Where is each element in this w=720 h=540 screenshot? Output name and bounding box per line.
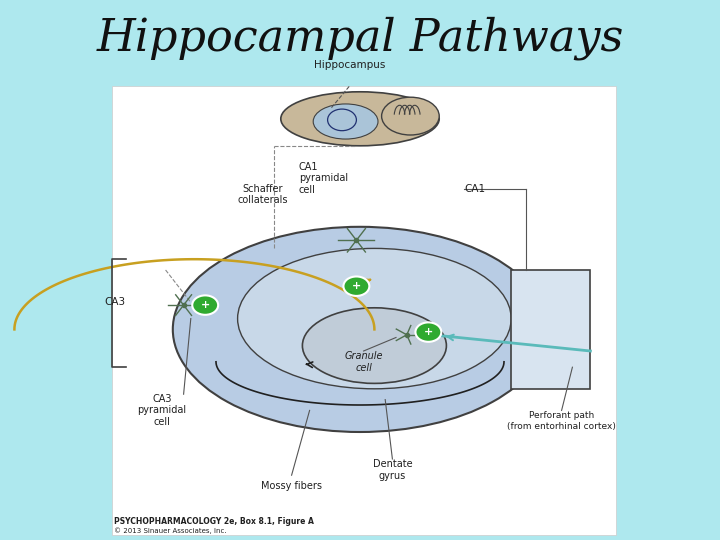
Text: +: + — [352, 281, 361, 291]
Text: © 2013 Sinauer Associates, Inc.: © 2013 Sinauer Associates, Inc. — [114, 527, 226, 534]
Circle shape — [343, 276, 369, 296]
Text: CA3
pyramidal
cell: CA3 pyramidal cell — [138, 394, 186, 427]
FancyBboxPatch shape — [112, 86, 616, 535]
Text: Granule
cell: Granule cell — [344, 351, 383, 373]
Circle shape — [415, 322, 441, 342]
Ellipse shape — [313, 104, 378, 139]
Circle shape — [192, 295, 218, 315]
Text: Dentate
gyrus: Dentate gyrus — [372, 459, 413, 481]
Ellipse shape — [173, 227, 547, 432]
Text: Mossy fibers: Mossy fibers — [261, 481, 322, 491]
Ellipse shape — [382, 97, 439, 135]
Text: Schaffer
collaterals: Schaffer collaterals — [238, 184, 288, 205]
Text: PSYCHOPHARMACOLOGY 2e, Box 8.1, Figure A: PSYCHOPHARMACOLOGY 2e, Box 8.1, Figure A — [114, 517, 314, 525]
Ellipse shape — [238, 248, 511, 389]
Text: CA3: CA3 — [105, 298, 126, 307]
Text: +: + — [424, 327, 433, 337]
Text: CA1: CA1 — [464, 184, 485, 194]
Text: CA1
pyramidal
cell: CA1 pyramidal cell — [299, 161, 348, 195]
Ellipse shape — [281, 92, 439, 146]
Text: Hippocampal Pathways: Hippocampal Pathways — [96, 16, 624, 59]
Text: Perforant path
(from entorhinal cortex): Perforant path (from entorhinal cortex) — [507, 411, 616, 431]
Ellipse shape — [302, 308, 446, 383]
Text: +: + — [201, 300, 210, 310]
FancyBboxPatch shape — [511, 270, 590, 389]
Text: Hippocampus: Hippocampus — [313, 60, 385, 70]
